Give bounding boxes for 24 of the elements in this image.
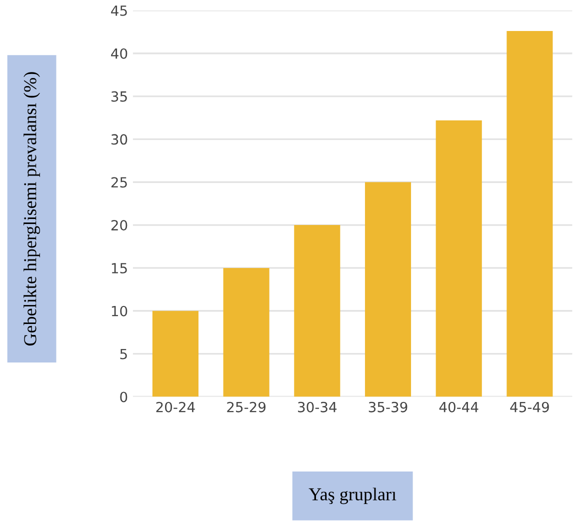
bar [364, 182, 412, 397]
y-tick-label: 35 [111, 91, 127, 102]
x-axis-title: Yaş grupları [308, 488, 396, 504]
y-axis-title: Gebelikte hiperglisemi prevalansı (%) [24, 72, 40, 346]
x-tick-label: 35-39 [368, 402, 408, 412]
y-tick-label: 10 [112, 306, 128, 316]
y-tick-label: 45 [111, 6, 127, 16]
x-tick-label: 25-29 [227, 402, 266, 412]
x-tick-label: 30-34 [298, 402, 337, 412]
x-tick-label: 20-24 [156, 402, 195, 412]
y-tick-label: 40 [111, 48, 128, 59]
y-tick-label: 25 [111, 177, 127, 188]
y-tick-label: 0 [120, 392, 128, 402]
x-tick-label: 40-44 [439, 402, 478, 412]
y-tick-label: 20 [111, 220, 128, 231]
bar [223, 268, 270, 397]
x-tick-label: 45-49 [510, 402, 549, 412]
y-tick-label: 15 [112, 263, 127, 274]
bar [506, 31, 553, 397]
y-tick-label: 5 [120, 348, 127, 360]
bar [152, 310, 198, 397]
y-tick-label: 30 [111, 134, 128, 145]
bar [294, 225, 340, 397]
bar [436, 120, 482, 397]
